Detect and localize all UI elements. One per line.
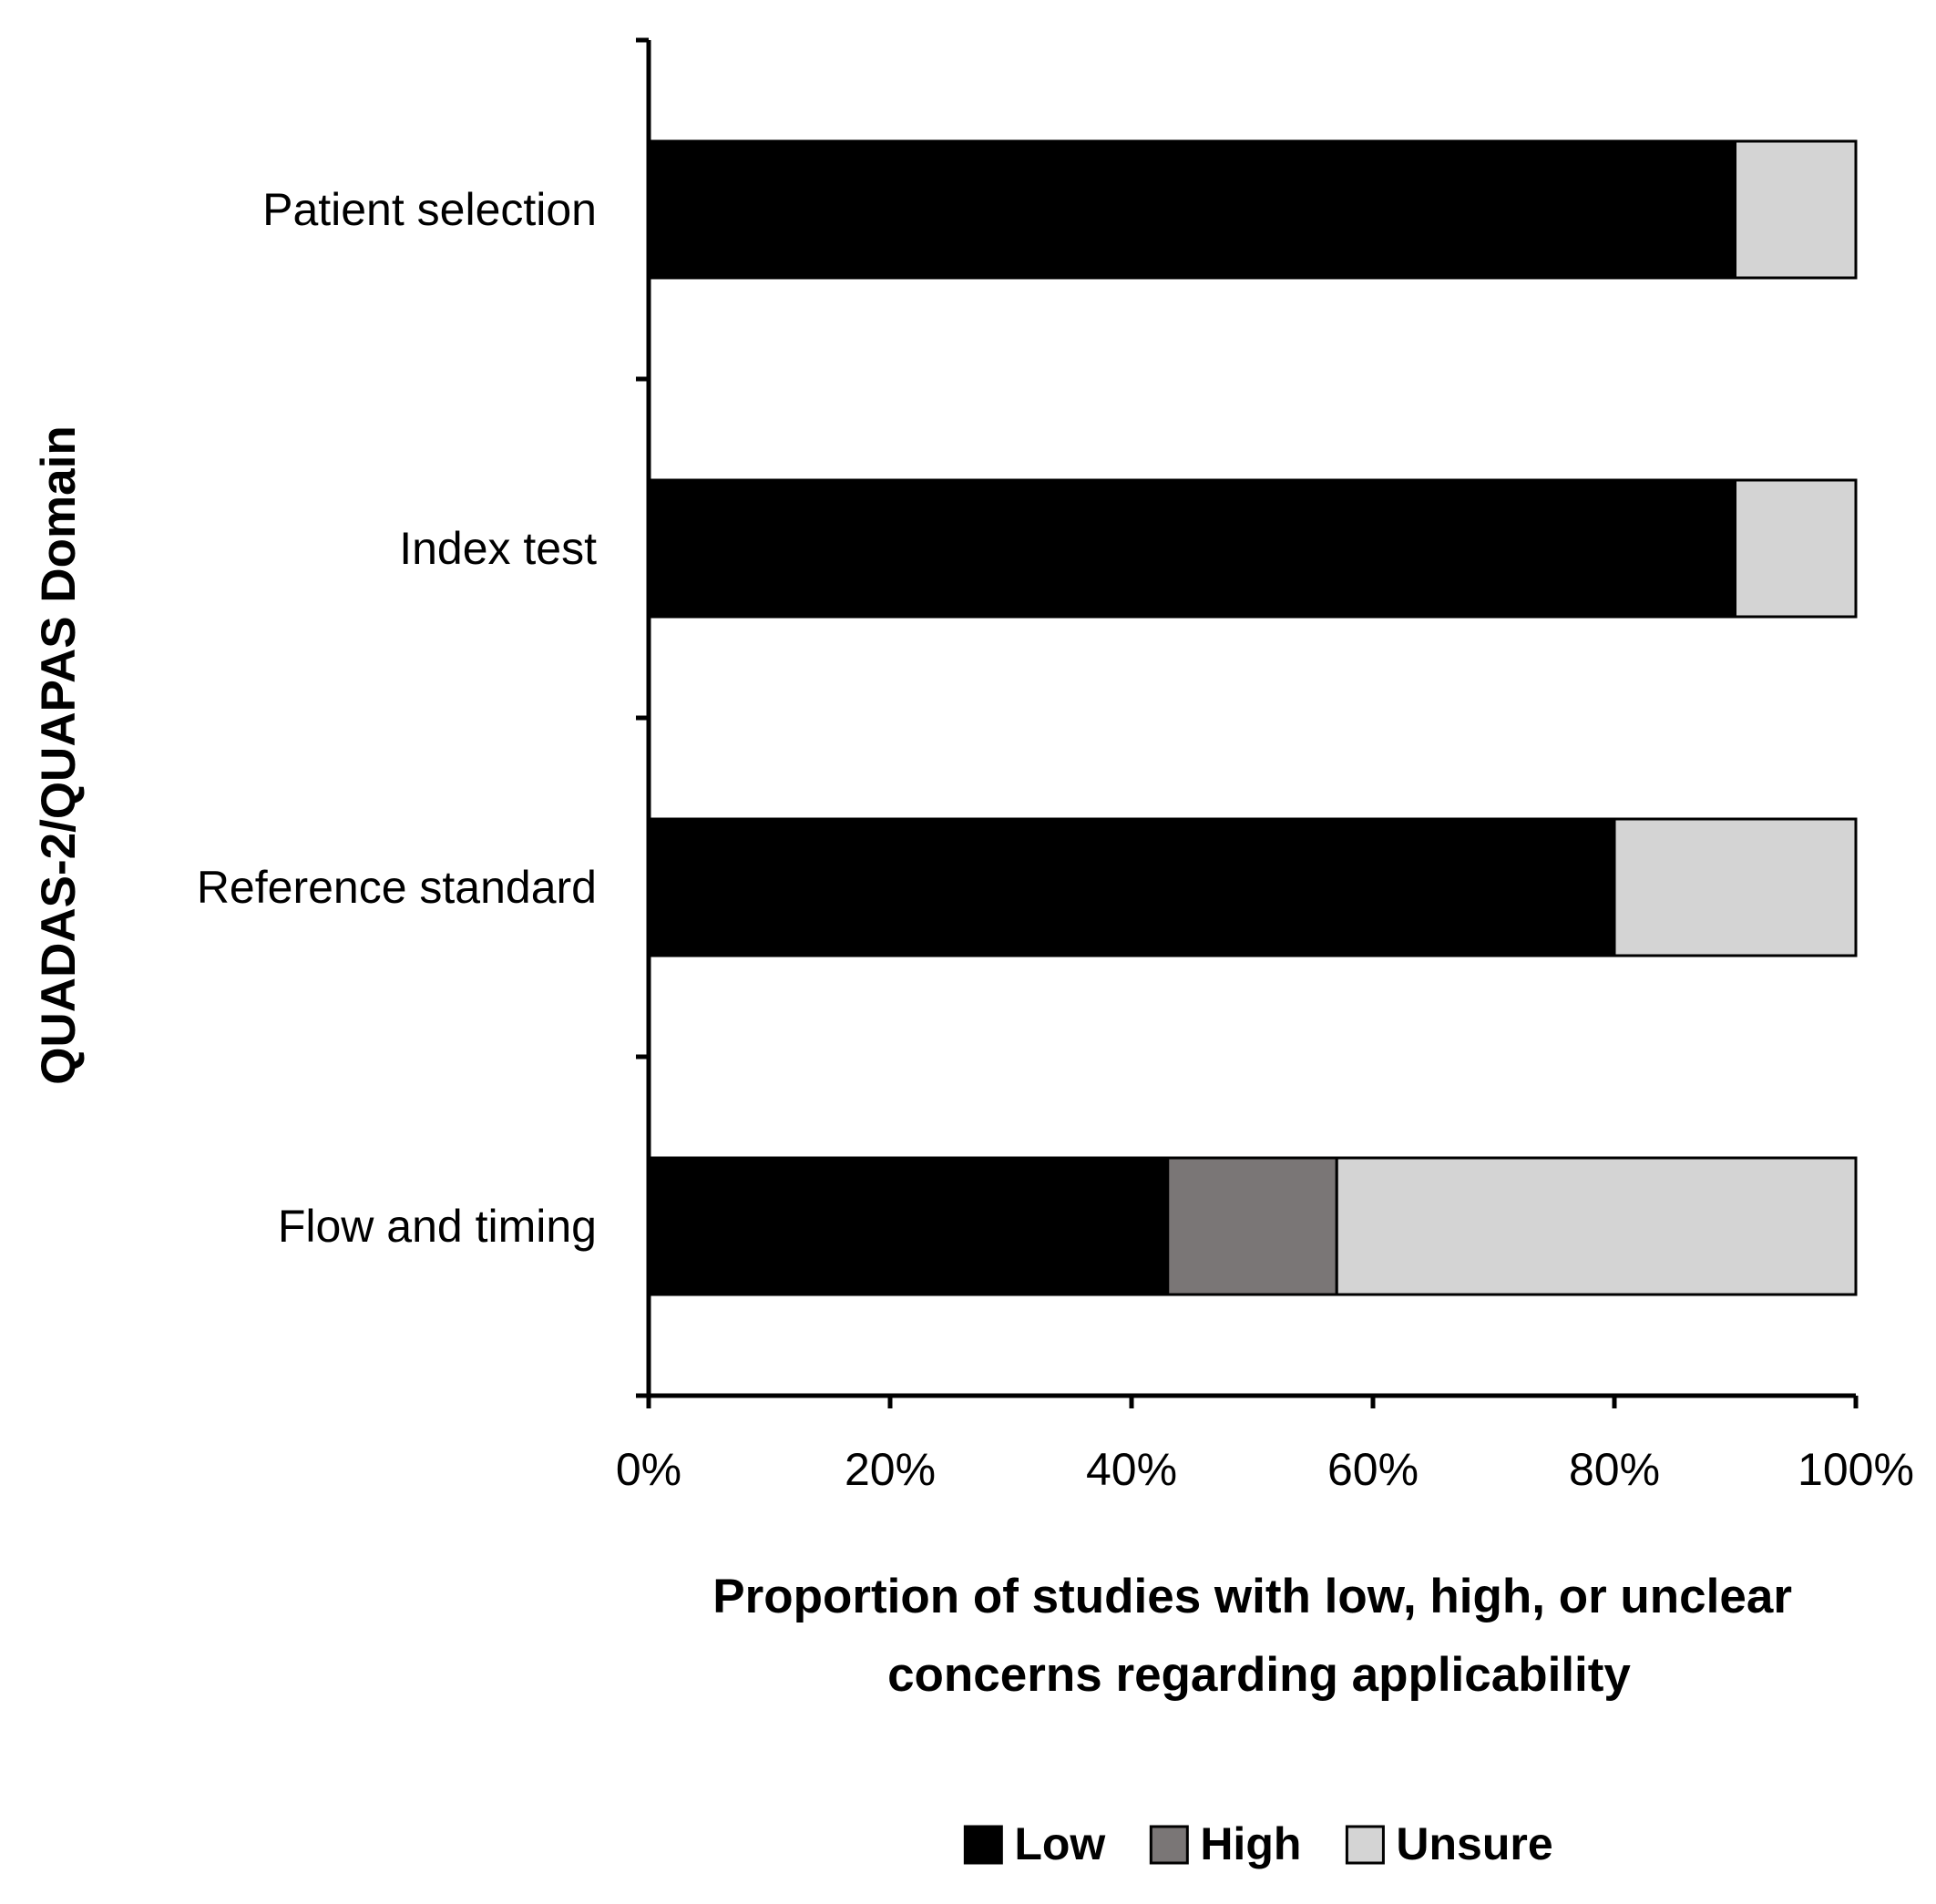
bars-layer [647,139,1858,1296]
legend-swatch-low [963,1825,1003,1865]
labels-layer: Patient selection Index test Reference sta… [197,184,597,1252]
bar-flow-and-timing-low [647,1156,1170,1296]
bar-flow-and-timing-high [1166,1156,1338,1296]
category-label-reference-standard: Reference standard [197,862,597,913]
x-axis-title: Proportion of studies with low, high, or… [712,1570,1805,1702]
x-tick-label-80: 80% [1569,1444,1660,1495]
x-tick-label-100: 100% [1798,1444,1914,1495]
y-axis-title: QUADAS-2/QUAPAS Domain [32,425,86,1084]
bar-index-test-low [647,478,1736,619]
x-tick-label-60: 60% [1327,1444,1419,1495]
x-axis-title-line-2: concerns regarding applicability [887,1648,1631,1702]
legend: Low High Unsure [963,1818,1553,1869]
x-tick-label-40: 40% [1086,1444,1177,1495]
bar-patient-selection-unsure [1734,139,1858,280]
category-label-flow-and-timing: Flow and timing [278,1201,597,1252]
x-axis-title-line-1: Proportion of studies with low, high, or… [712,1570,1792,1623]
bar-patient-selection-low [647,139,1736,280]
legend-label-low: Low [1014,1818,1105,1869]
bar-flow-and-timing-unsure [1335,1156,1858,1296]
category-label-index-test: Index test [399,523,597,574]
x-tick-label-20: 20% [845,1444,936,1495]
bar-reference-standard-unsure [1613,817,1858,957]
legend-swatch-high [1149,1825,1189,1865]
bar-reference-standard-low [647,817,1616,957]
category-label-patient-selection: Patient selection [262,184,597,235]
legend-label-unsure: Unsure [1396,1818,1552,1869]
bar-index-test-unsure [1734,478,1858,619]
legend-label-high: High [1200,1818,1301,1869]
legend-swatch-unsure [1345,1825,1385,1865]
x-tick-label-0: 0% [616,1444,681,1495]
ticks-layer: 0% 20% 40% 60% 80% 100% [616,37,1914,1495]
